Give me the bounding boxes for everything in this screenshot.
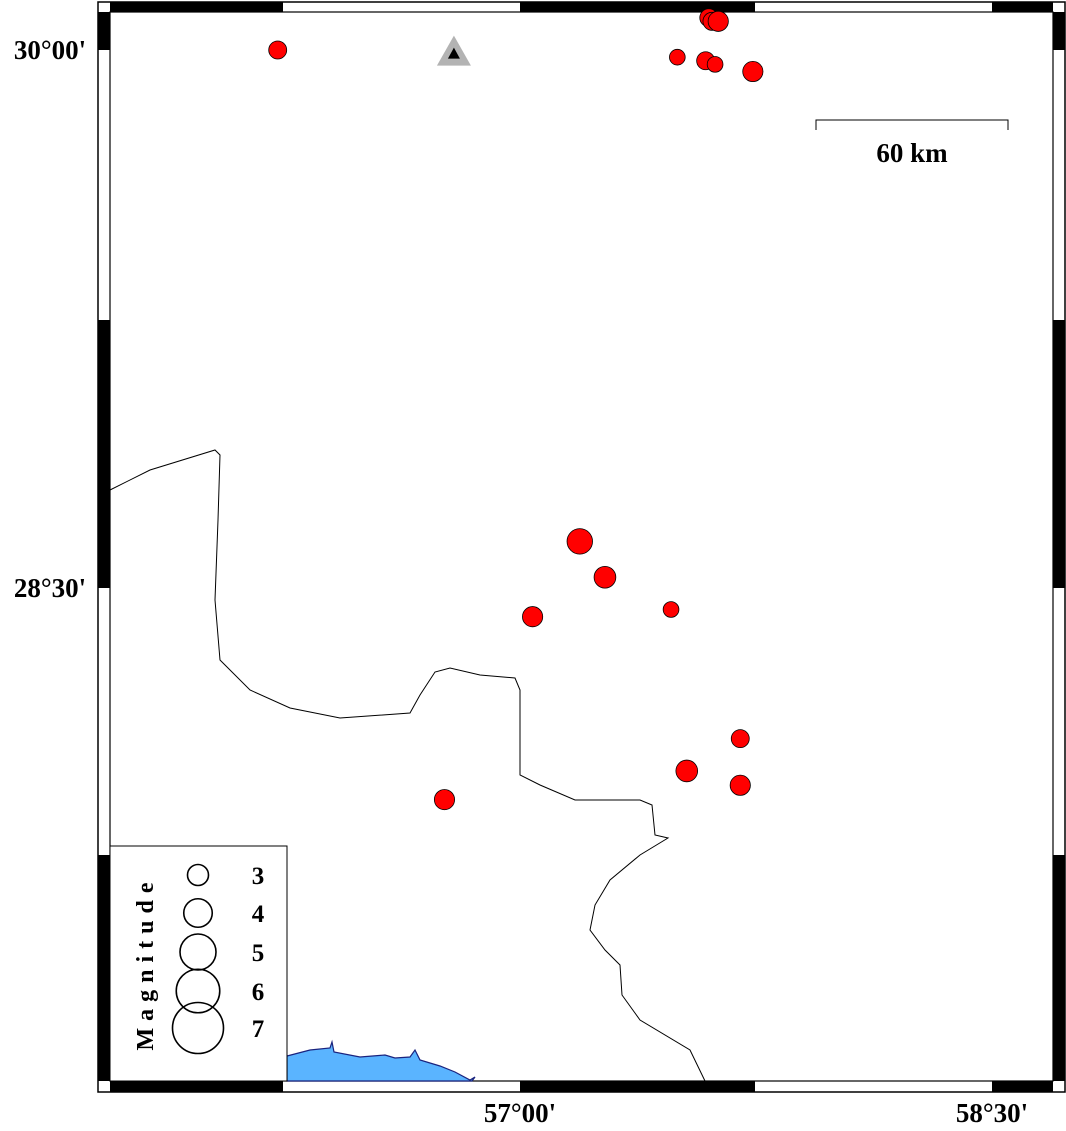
legend-label: 5 <box>252 940 265 967</box>
earthquake-event <box>729 774 751 796</box>
legend-circle <box>182 897 214 929</box>
earthquake-event <box>742 60 764 83</box>
earthquake-event <box>268 40 288 60</box>
scale-bar-label: 60 km <box>876 138 948 168</box>
legend-circle <box>186 863 210 887</box>
axis-labels: 30°00' 28°30' 57°00' 58°30' <box>14 35 1028 1128</box>
earthquake-event <box>675 759 699 783</box>
earthquake-event <box>706 56 724 73</box>
sea-water <box>286 1039 476 1082</box>
y-tick-label: 28°30' <box>14 573 86 603</box>
legend-circle <box>171 1001 225 1055</box>
legend-title: Magnitude <box>133 875 159 1050</box>
events-layer <box>268 8 764 811</box>
earthquake-event <box>669 48 686 66</box>
x-tick-label: 58°30' <box>956 1098 1028 1128</box>
station-marker <box>436 35 471 66</box>
station-inner-triangle-icon <box>447 47 460 59</box>
earthquake-event <box>566 528 593 555</box>
earthquake-event <box>433 789 456 811</box>
legend-label: 7 <box>252 1016 265 1043</box>
scale-bar: 60 km <box>815 119 1009 168</box>
border-line <box>109 449 706 1082</box>
earthquake-event <box>730 729 750 749</box>
earthquake-event <box>662 601 680 618</box>
legend-label: 4 <box>252 901 265 928</box>
legend-label: 3 <box>252 863 265 890</box>
legend-label: 6 <box>252 979 265 1006</box>
legend-circle <box>175 968 221 1014</box>
earthquake-event <box>707 10 729 32</box>
earthquake-event <box>522 606 544 628</box>
y-tick-label: 30°00' <box>14 35 86 65</box>
earthquake-event <box>593 565 617 589</box>
x-tick-label: 57°00' <box>484 1098 556 1128</box>
magnitude-legend: Magnitude 3 4 5 6 7 <box>109 845 288 1082</box>
